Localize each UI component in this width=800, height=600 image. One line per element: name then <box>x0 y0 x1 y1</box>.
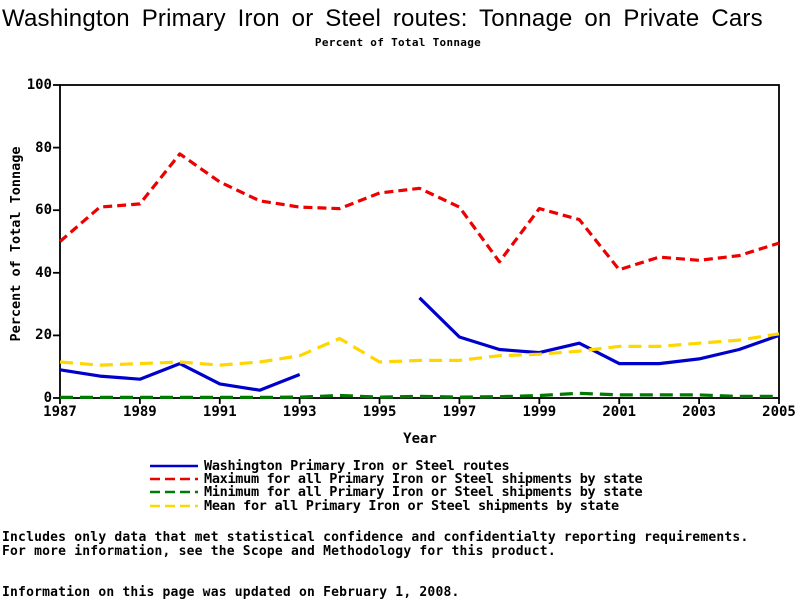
legend-label: Mean for all Primary Iron or Steel shipm… <box>204 497 619 514</box>
legend-label: Washington Primary Iron or Steel routes <box>204 457 510 474</box>
footnote-line-2: For more information, see the Scope and … <box>2 544 556 559</box>
y-tick-label: 80 <box>35 139 52 156</box>
x-axis-title: Year <box>403 431 437 447</box>
chart-subtitle: Percent of Total Tonnage <box>314 36 482 49</box>
legend-swatch-icon <box>150 477 198 481</box>
x-tick-label: 1991 <box>202 404 237 420</box>
y-tick-label: 0 <box>43 390 52 406</box>
y-tick-label: 40 <box>35 264 52 281</box>
legend-item: Maximum for all Primary Iron or Steel sh… <box>150 471 643 488</box>
chart-title: Washington Primary Iron or Steel routes:… <box>2 5 763 32</box>
legend-item: Washington Primary Iron or Steel routes <box>150 457 642 474</box>
series-line-3 <box>59 332 780 367</box>
footnote: Includes only data that met statistical … <box>2 531 748 559</box>
legend-label: Maximum for all Primary Iron or Steel sh… <box>204 471 643 488</box>
y-tick-label: 60 <box>35 202 52 219</box>
plot-frame <box>59 84 780 399</box>
footnote-line-1: Includes only data that met statistical … <box>2 530 749 545</box>
y-tick-label: 100 <box>26 77 52 93</box>
legend: Washington Primary Iron or Steel routes M… <box>150 457 643 514</box>
y-axis-title: Percent of Total Tonnage <box>8 146 24 342</box>
plot-area <box>53 84 780 404</box>
series-line-1 <box>58 152 780 272</box>
x-tick-label: 1997 <box>442 404 477 420</box>
legend-swatch-icon <box>150 504 198 508</box>
y-tick-label: 20 <box>35 327 52 344</box>
x-tick-label: 2003 <box>682 404 716 420</box>
updated-line: Information on this page was updated on … <box>2 585 460 600</box>
x-tick-label: 2005 <box>762 404 796 420</box>
x-tick-label: 1987 <box>43 404 77 420</box>
legend-swatch-icon <box>150 491 198 494</box>
x-tick-label: 1995 <box>362 404 397 420</box>
x-tick-label: 1989 <box>123 404 157 420</box>
series-line-2 <box>60 391 779 399</box>
x-tick-label: 1993 <box>282 404 317 420</box>
legend-label: Minimum for all Primary Iron or Steel sh… <box>204 484 643 501</box>
x-tick-label: 1999 <box>522 404 557 420</box>
legend-item: Minimum for all Primary Iron or Steel sh… <box>150 484 643 501</box>
x-tick-label: 2001 <box>602 404 637 420</box>
legend-item: Mean for all Primary Iron or Steel shipm… <box>150 497 642 514</box>
legend-swatch-icon <box>150 464 198 467</box>
